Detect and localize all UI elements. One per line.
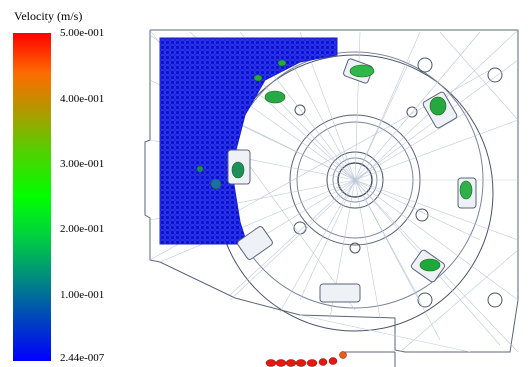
mesh-lines: [149, 29, 519, 353]
legend-tick-3: 3.00e-001: [60, 158, 105, 170]
legend-tick-1: 1.00e-001: [60, 289, 105, 301]
legend-tick-max: 5.00e-001: [60, 27, 105, 39]
particle-bed: [159, 37, 338, 245]
particle-clusters: [196, 59, 473, 272]
legend-tick-2: 2.00e-001: [60, 223, 105, 235]
outflow-particles: [265, 351, 347, 367]
legend-tick-min: 2.44e-007: [60, 352, 105, 364]
legend-title: Velocity (m/s): [14, 9, 83, 23]
velocity-colorbar: [13, 33, 51, 361]
domain-outline: [144, 29, 519, 367]
legend-tick-4: 4.00e-001: [60, 93, 105, 105]
